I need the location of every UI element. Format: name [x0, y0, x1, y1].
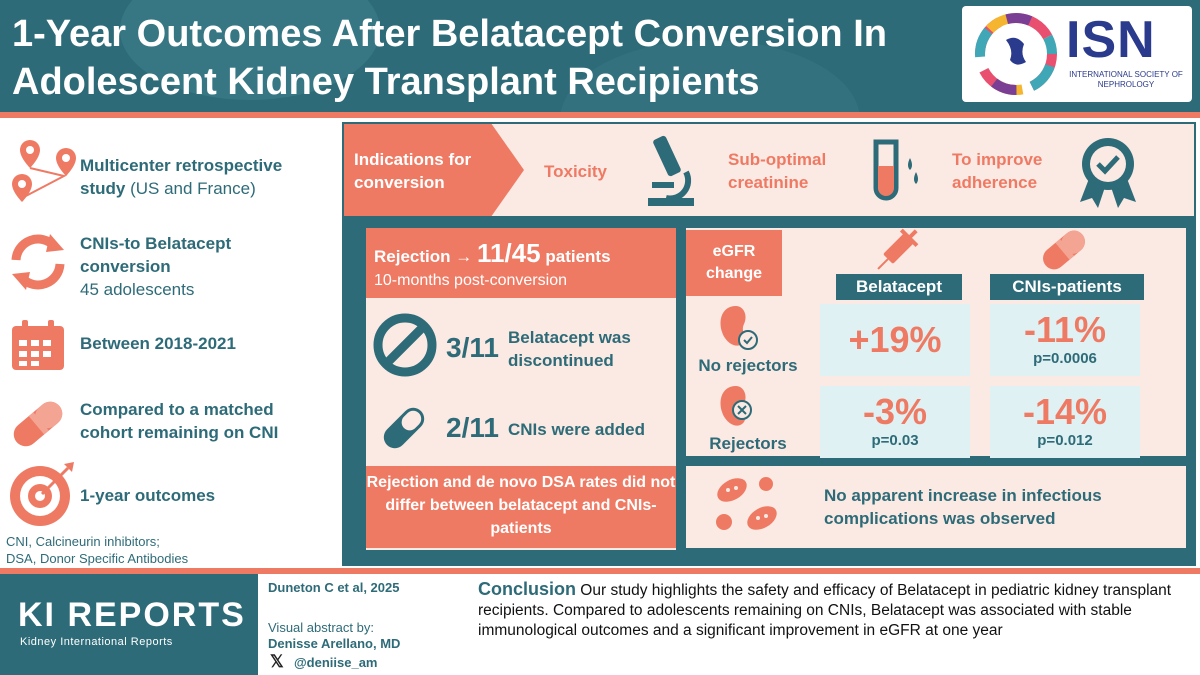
value-no-rej-bela: +19%	[848, 319, 942, 360]
rejection-title: Rejection → 11/45 patients	[374, 238, 611, 269]
rejection-note: Rejection and de novo DSA rates did not …	[366, 466, 676, 548]
cell-rejectors-belatacept: -3% p=0.03	[820, 386, 970, 458]
indications-arrow	[344, 124, 524, 216]
citation: Duneton C et al, 2025	[268, 580, 400, 595]
outcomes-text: 1-year outcomes	[80, 486, 216, 505]
left-item-study-design: Multicenter retrospective study (US and …	[0, 140, 330, 210]
left-item-outcomes: 1-year outcomes	[0, 460, 330, 530]
refresh-arrows-icon	[11, 234, 65, 290]
kidney-x-icon	[720, 386, 752, 426]
x-logo-icon: 𝕏	[270, 652, 284, 671]
row-label-rejectors: Rejectors	[709, 434, 787, 453]
location-pins-icon	[12, 140, 76, 202]
page-title: 1-Year Outcomes After Belatacept Convers…	[12, 13, 887, 103]
comparison-text: Compared to a matched cohort remaining o…	[80, 400, 279, 442]
x-handle-link[interactable]: @deniise_am	[294, 655, 378, 670]
row-label-no-rejectors: No rejectors	[698, 356, 798, 375]
value-rej-bela: -3%	[862, 391, 928, 432]
conclusion-text: Our study highlights the safety and effi…	[478, 582, 1172, 639]
pvalue-rej-cni: p=0.012	[1037, 432, 1093, 449]
discontinued-count: 3/11	[446, 332, 499, 363]
visual-abstract-author: Denisse Arellano, MD	[268, 636, 401, 651]
isn-logo-subtitle: INTERNATIONAL SOCIETY OF NEPHROLOGY	[1069, 70, 1183, 89]
test-tube-icon	[873, 139, 918, 201]
pill-icon	[13, 401, 63, 447]
conversion-normal: 45 adolescents	[80, 280, 195, 299]
left-item-conversion: CNIs-to Belatacept conversion 45 adolesc…	[0, 226, 330, 300]
award-badge-icon	[1080, 138, 1136, 208]
infection-text: No apparent increase in infectious compl…	[824, 486, 1102, 528]
value-no-rej-cni: -11%	[1023, 309, 1107, 350]
isn-globe-logo-icon	[975, 13, 1057, 95]
pvalue-no-rej-cni: p=0.0006	[1033, 350, 1097, 367]
left-item-comparison: Compared to a matched cohort remaining o…	[0, 392, 330, 456]
conversion-bold: CNIs-to Belatacept conversion	[80, 234, 232, 276]
visual-abstract-label: Visual abstract by:	[268, 620, 374, 635]
rejection-subtitle: 10-months post-conversion	[374, 272, 567, 289]
isn-logo-text: ISN	[1066, 11, 1156, 69]
rejection-header	[366, 228, 676, 298]
rejection-title-suffix: patients	[545, 247, 611, 266]
footnote-cni: CNI, Calcineurin inhibitors;	[6, 534, 160, 549]
cnis-added-count: 2/11	[446, 412, 499, 443]
microscope-icon	[648, 135, 694, 206]
calendar-icon	[12, 320, 64, 370]
cni-pill-icon	[1043, 230, 1085, 270]
rejection-title-count: 11/45	[476, 238, 541, 268]
cell-rejectors-cnis: -14% p=0.012	[990, 386, 1140, 458]
study-design-bold: Multicenter retrospective study	[80, 156, 283, 198]
footer-divider	[0, 568, 1200, 574]
footnote: CNI, Calcineurin inhibitors; DSA, Donor …	[6, 533, 188, 567]
pvalue-rej-bela: p=0.03	[871, 432, 919, 449]
target-icon	[10, 462, 74, 526]
cell-no-rejectors-belatacept: +19%	[820, 304, 970, 376]
kidney-check-icon	[720, 306, 758, 350]
indication-toxicity: Toxicity	[544, 162, 607, 181]
syringe-icon	[877, 228, 919, 270]
indications-label: Indications for conversion	[354, 150, 472, 192]
study-design-normal: (US and France)	[125, 179, 256, 198]
left-item-period: Between 2018-2021	[0, 316, 330, 372]
discontinued-text: Belatacept was discontinued	[508, 328, 631, 370]
journal-subtitle: Kidney International Reports	[20, 636, 173, 648]
footnote-dsa: DSA, Donor Specific Antibodies	[6, 551, 189, 566]
header-divider	[0, 112, 1200, 118]
cnis-added-text: CNIs were added	[508, 420, 645, 439]
col-header-belatacept: Belatacept	[836, 274, 962, 300]
col-header-cnis: CNIs-patients	[990, 274, 1144, 300]
conclusion-heading: Conclusion	[478, 579, 576, 599]
conclusion: Conclusion Our study highlights the safe…	[478, 579, 1194, 641]
prohibited-icon	[373, 313, 437, 377]
journal-logo: KI REPORTS	[18, 596, 246, 634]
indication-adherence: To improve adherence	[952, 150, 1043, 192]
cell-no-rejectors-cnis: -11% p=0.0006	[990, 304, 1140, 376]
bacteria-icon	[716, 477, 777, 530]
journal-logo-box	[0, 574, 258, 675]
capsule-icon	[383, 407, 425, 449]
period-text: Between 2018-2021	[80, 334, 236, 353]
egfr-label: eGFR change	[686, 230, 782, 296]
value-rej-cni: -14%	[1022, 391, 1108, 432]
indication-creatinine: Sub-optimal creatinine	[728, 150, 827, 192]
rejection-title-prefix: Rejection →	[374, 247, 473, 266]
